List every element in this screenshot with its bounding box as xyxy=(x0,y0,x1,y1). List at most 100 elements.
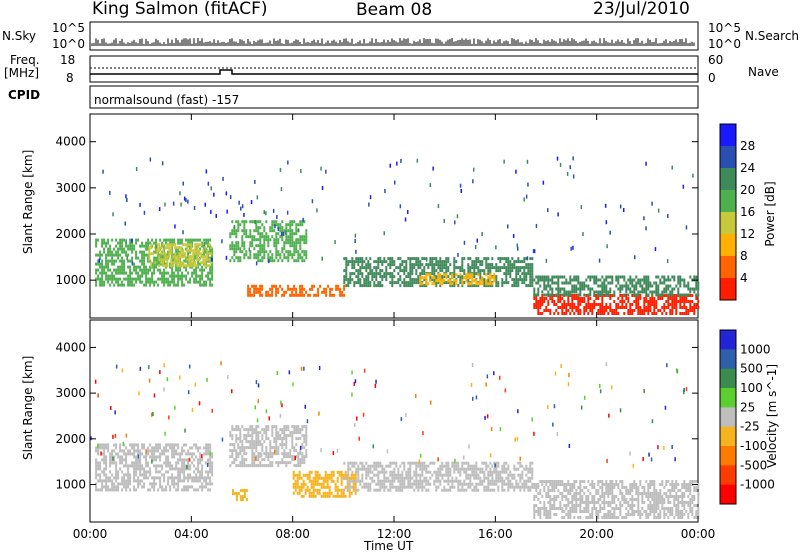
data-cell xyxy=(143,283,146,287)
data-cell xyxy=(441,461,444,465)
data-cell xyxy=(591,303,594,306)
data-cell xyxy=(485,461,488,465)
data-cell xyxy=(573,294,576,297)
data-cell xyxy=(369,269,372,273)
data-cell xyxy=(113,449,116,453)
scatter-point xyxy=(325,169,327,174)
data-cell xyxy=(599,278,602,282)
data-cell xyxy=(182,249,185,253)
data-cell xyxy=(575,297,578,300)
data-cell xyxy=(245,489,248,493)
data-cell xyxy=(461,482,464,486)
data-cell xyxy=(275,238,278,242)
data-cell xyxy=(189,467,192,471)
data-cell xyxy=(107,265,110,269)
data-cell xyxy=(679,297,682,300)
scatter-point xyxy=(222,176,224,181)
data-cell xyxy=(261,247,264,251)
data-cell xyxy=(249,290,252,294)
data-cell xyxy=(483,479,486,483)
data-cell xyxy=(111,256,114,260)
data-cell xyxy=(265,452,268,456)
data-cell xyxy=(253,247,256,251)
data-cell xyxy=(427,470,430,474)
data-cell xyxy=(423,464,426,468)
data-cell xyxy=(192,261,195,265)
data-cell xyxy=(629,306,632,309)
data-cell xyxy=(379,461,382,465)
data-cell xyxy=(168,255,171,259)
data-cell xyxy=(413,473,416,477)
data-cell xyxy=(603,312,606,315)
data-cell xyxy=(617,278,620,282)
data-cell xyxy=(153,250,156,254)
data-cell xyxy=(475,473,478,477)
data-cell xyxy=(259,238,262,242)
data-cell xyxy=(199,238,202,242)
data-cell xyxy=(393,263,396,267)
data-cell xyxy=(627,293,630,297)
data-cell xyxy=(186,243,189,247)
data-cell xyxy=(545,278,548,282)
data-cell xyxy=(241,458,244,462)
data-cell xyxy=(209,464,212,468)
data-cell xyxy=(397,257,400,261)
scatter-point xyxy=(547,208,549,213)
data-cell xyxy=(340,491,343,495)
data-cell xyxy=(158,264,161,268)
data-cell xyxy=(176,246,179,250)
data-cell xyxy=(133,455,136,459)
data-cell xyxy=(485,488,488,492)
data-cell xyxy=(347,470,350,474)
data-cell xyxy=(461,279,464,283)
data-cell xyxy=(479,476,482,480)
data-cell xyxy=(135,250,138,254)
data-cell xyxy=(391,260,394,264)
data-cell xyxy=(243,244,246,248)
data-cell xyxy=(415,464,418,468)
data-cell xyxy=(201,476,204,480)
data-cell xyxy=(303,425,306,429)
data-cell xyxy=(601,480,604,483)
data-cell xyxy=(505,272,508,276)
data-cell xyxy=(137,485,140,489)
data-cell xyxy=(423,257,426,261)
data-cell xyxy=(301,287,304,291)
data-cell xyxy=(247,431,250,435)
data-cell xyxy=(697,306,700,309)
data-cell xyxy=(105,461,108,465)
data-cell xyxy=(467,263,470,267)
data-cell xyxy=(669,312,672,315)
data-cell xyxy=(441,279,444,283)
data-cell xyxy=(109,277,112,281)
data-cell xyxy=(563,300,566,303)
data-cell xyxy=(509,263,512,267)
data-cell xyxy=(619,294,622,297)
data-cell xyxy=(389,470,392,474)
data-cell xyxy=(633,278,636,282)
data-cell xyxy=(245,428,248,432)
data-cell xyxy=(310,479,313,483)
data-cell xyxy=(345,263,348,267)
data-cell xyxy=(391,278,394,282)
data-cell xyxy=(303,241,306,245)
data-cell xyxy=(281,440,284,444)
data-cell xyxy=(292,491,295,495)
data-cell xyxy=(473,470,476,474)
data-cell xyxy=(173,455,176,459)
data-cell xyxy=(293,241,296,245)
data-cell xyxy=(251,461,254,465)
data-cell xyxy=(293,449,296,453)
data-cell xyxy=(383,470,386,474)
data-cell xyxy=(263,241,266,245)
data-cell xyxy=(609,275,612,279)
data-cell xyxy=(419,473,422,477)
data-cell xyxy=(152,252,155,256)
data-cell xyxy=(304,482,307,486)
data-cell xyxy=(231,461,234,465)
data-cell xyxy=(435,284,438,288)
data-cell xyxy=(336,470,339,474)
data-cell xyxy=(663,278,666,282)
data-cell xyxy=(107,485,110,489)
data-cell xyxy=(177,482,180,486)
